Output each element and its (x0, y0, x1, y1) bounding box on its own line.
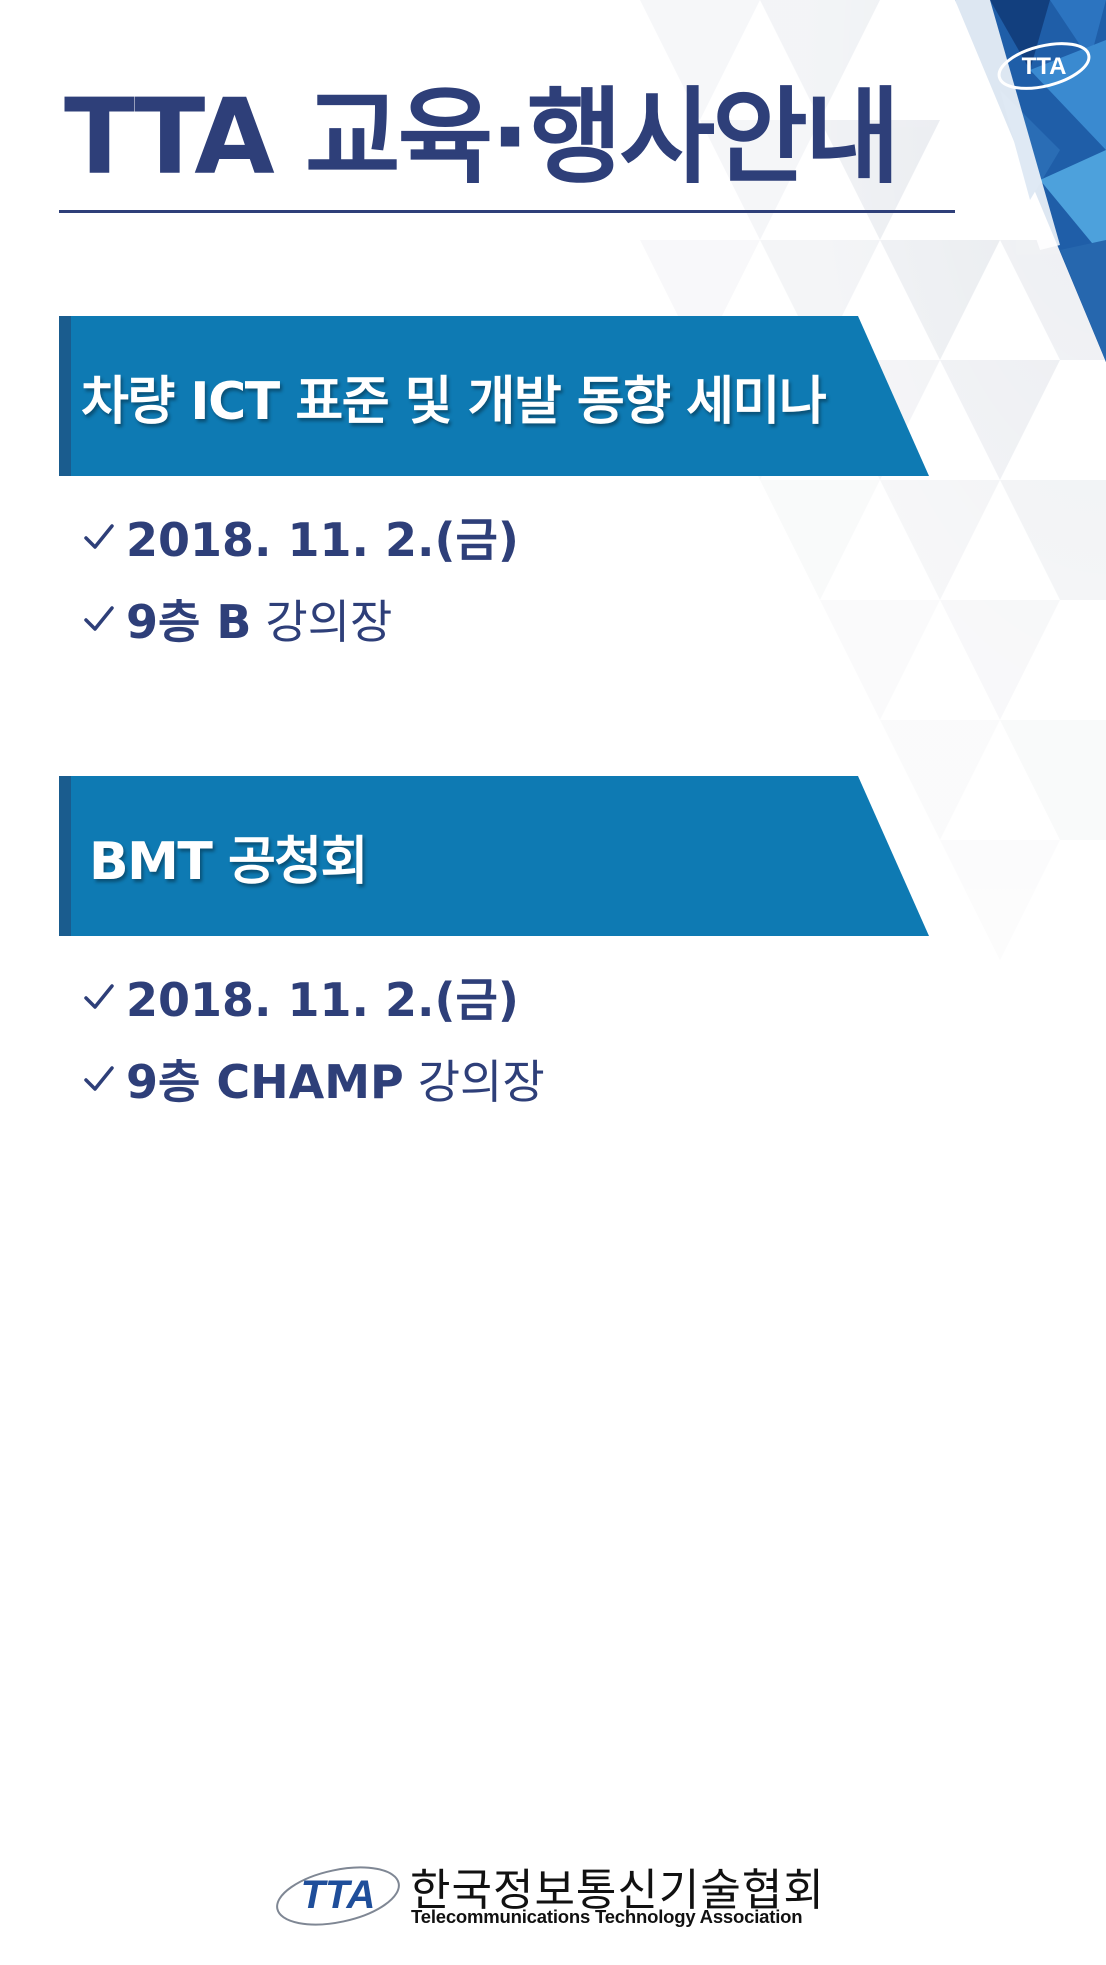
org-name-english: Telecommunications Technology Associatio… (411, 1906, 803, 1927)
event-details-seminar: 2018. 11. 2.(금) 9층 B 강의장 (82, 496, 782, 660)
banner-background (59, 316, 929, 476)
event-floor: 9층 CHAMP (126, 1055, 404, 1109)
event-details-bmt: 2018. 11. 2.(금) 9층 CHAMP 강의장 (82, 956, 782, 1120)
footer-logo: TTA 한국정보통신기술협회 Telecommunications Techno… (272, 1856, 852, 1936)
banner-edge (59, 776, 71, 936)
corner-logo-text: TTA (1022, 53, 1067, 80)
event-location-item: 9층 B 강의장 (82, 578, 782, 660)
event-floor: 9층 B (126, 595, 252, 649)
page-title: TTA 교육·행사안내 (64, 76, 900, 198)
check-icon (82, 980, 116, 1014)
tta-logo-icon: TTA (997, 42, 1091, 90)
event-location-item: 9층 CHAMP 강의장 (82, 1038, 782, 1120)
tta-footer-logo-icon: TTA (276, 1866, 400, 1926)
event-room: 강의장 (265, 595, 393, 649)
check-icon (82, 520, 116, 554)
event-title: BMT 공청회 (89, 831, 368, 892)
banner-edge (59, 316, 71, 476)
event-date: 2018. 11. 2.(금) (126, 973, 519, 1027)
check-icon (82, 602, 116, 636)
footer-logo-mark-text: TTA (301, 1873, 376, 1917)
event-banner-seminar: 차량 ICT 표준 및 개발 동향 세미나 (59, 316, 929, 476)
event-banner-bmt: BMT 공청회 (59, 776, 929, 936)
banner-background (59, 776, 929, 936)
event-date-item: 2018. 11. 2.(금) (82, 496, 782, 578)
event-title: 차량 ICT 표준 및 개발 동향 세미나 (81, 371, 827, 432)
check-icon (82, 1062, 116, 1096)
event-date: 2018. 11. 2.(금) (126, 513, 519, 567)
org-name-korean: 한국정보통신기술협회 (410, 1865, 825, 1916)
event-date-item: 2018. 11. 2.(금) (82, 956, 782, 1038)
title-divider (59, 210, 955, 213)
event-room: 강의장 (417, 1055, 545, 1109)
